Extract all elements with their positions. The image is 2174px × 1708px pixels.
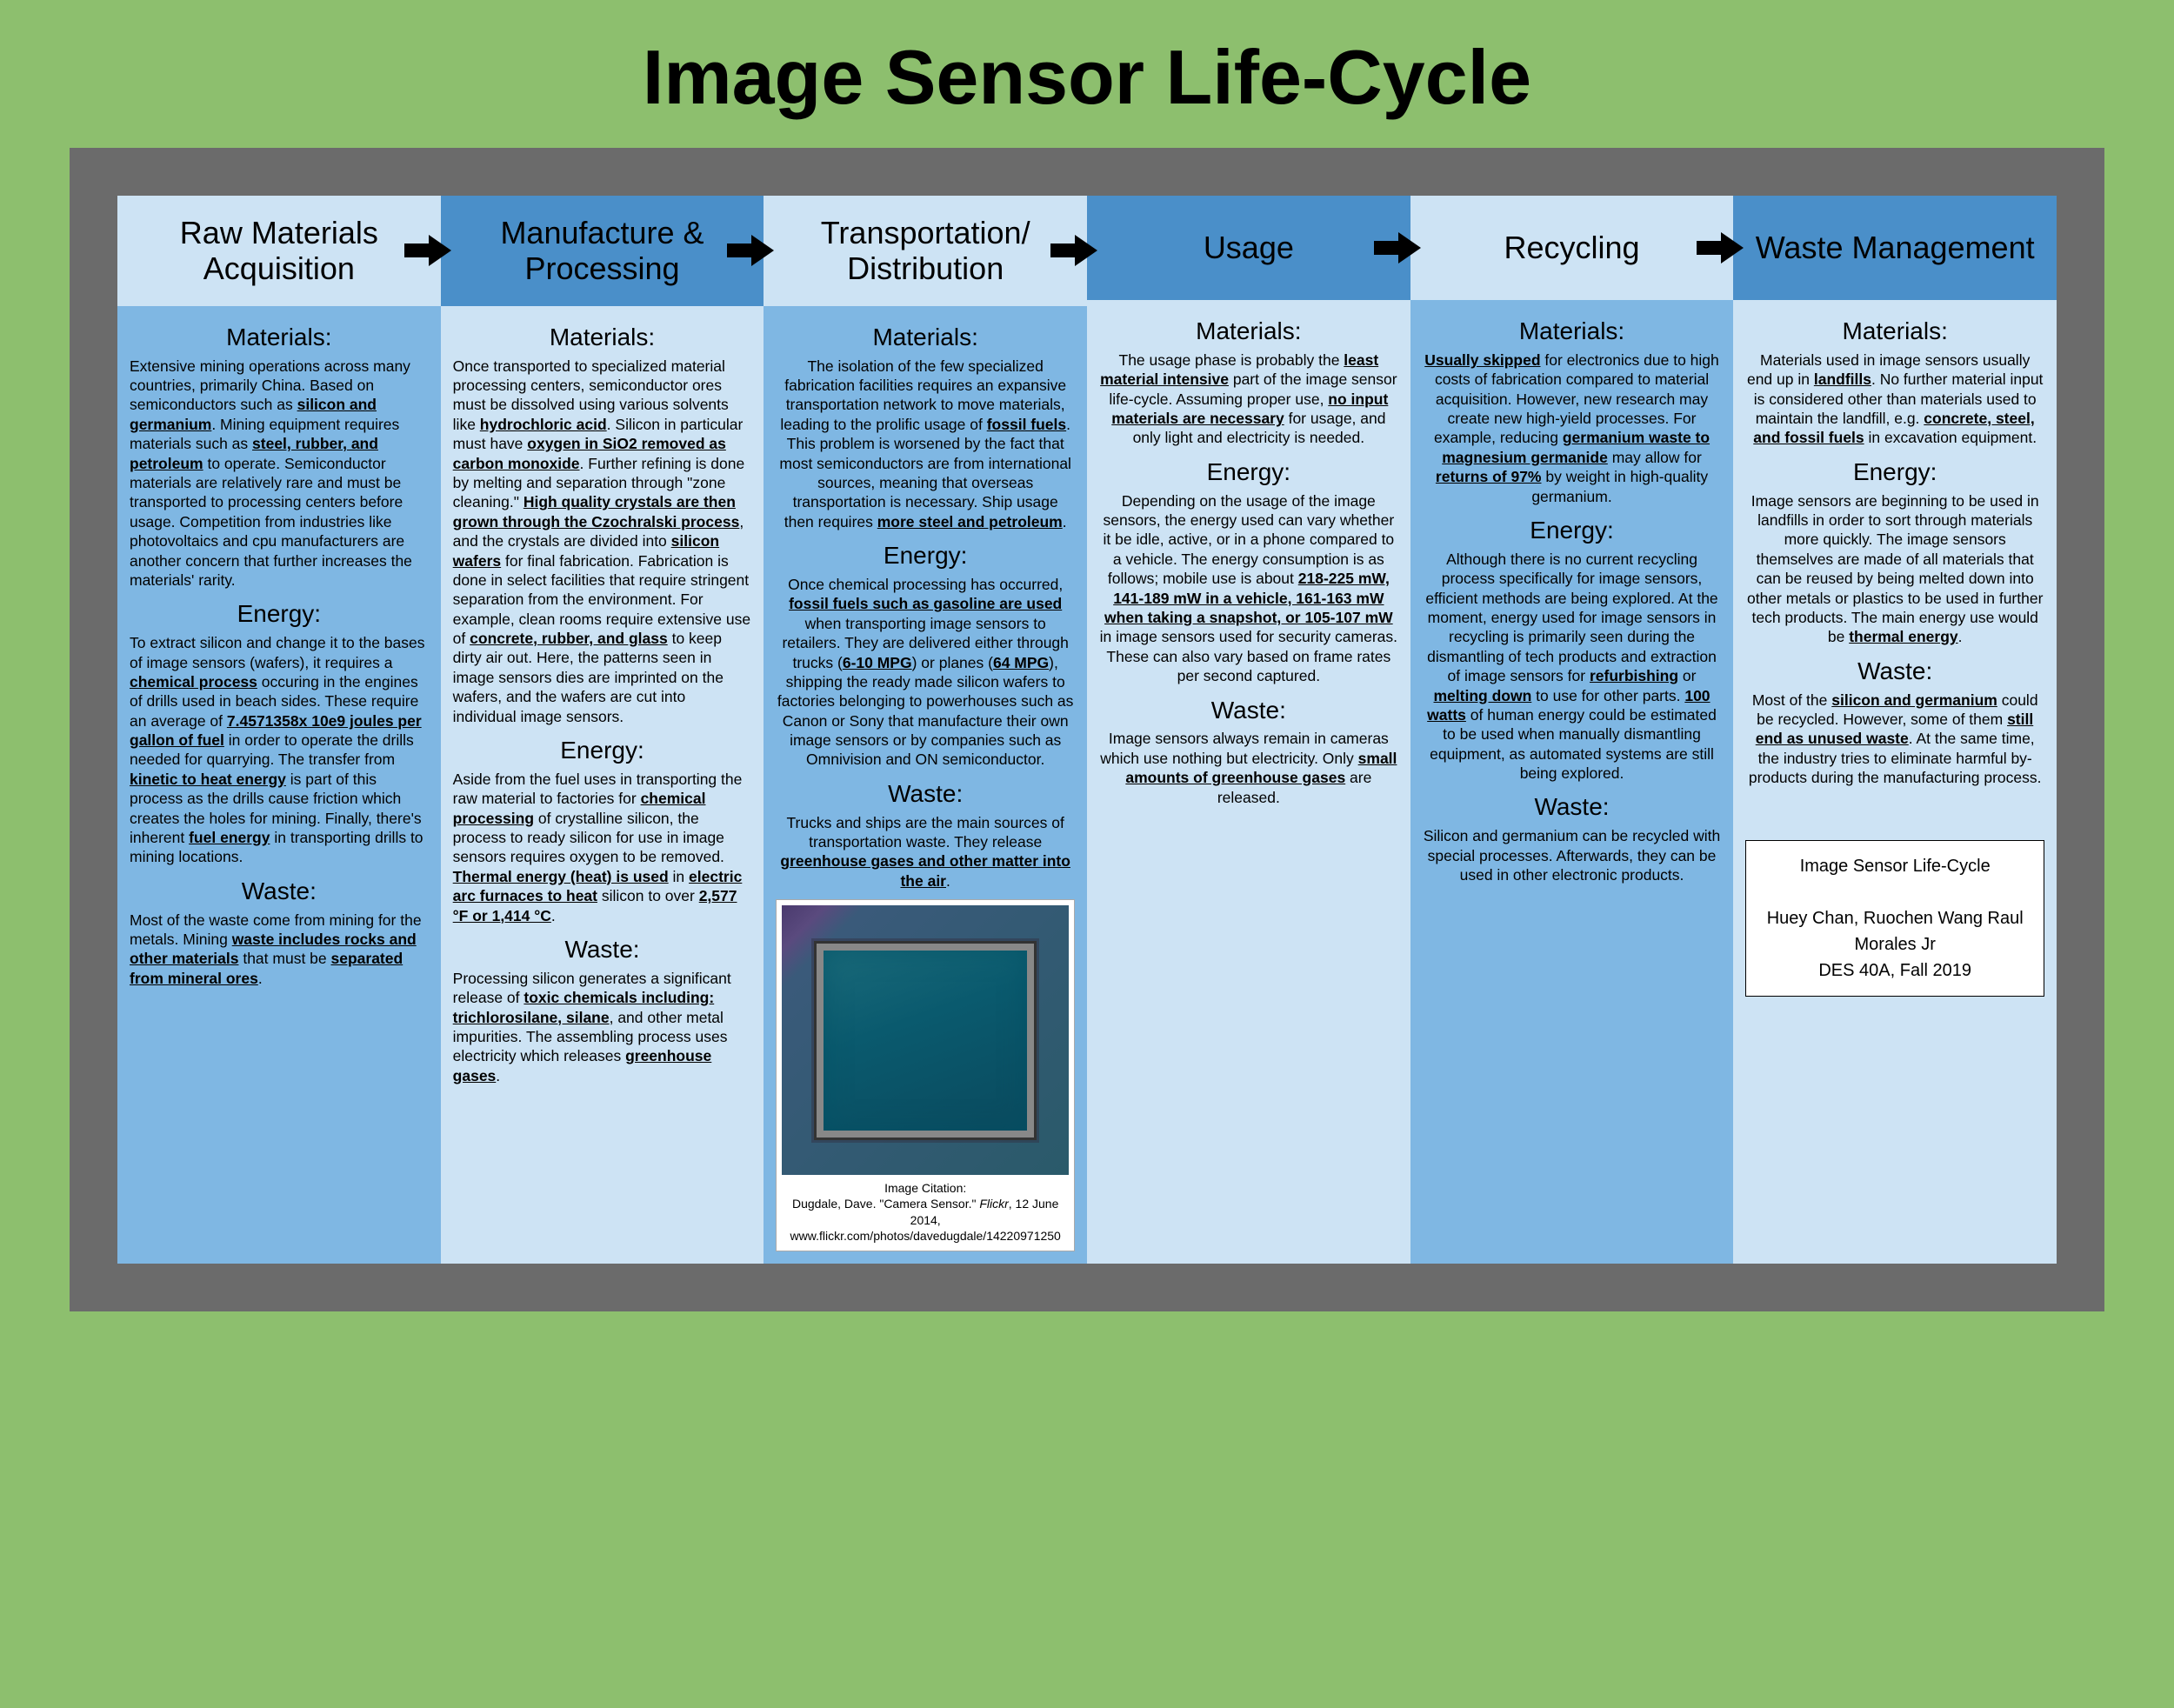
section-text: Processing silicon generates a significa… (453, 969, 752, 1085)
column-header: Recycling (1410, 196, 1734, 300)
section-text: Image sensors are beginning to be used i… (1745, 491, 2044, 647)
arrow-icon (1374, 230, 1421, 265)
sensor-die (817, 944, 1035, 1138)
section-subhead: Materials: (453, 322, 752, 353)
arrow-icon (404, 233, 451, 268)
lifecycle-column-3: UsageMaterials:The usage phase is probab… (1087, 196, 1410, 1264)
arrow-icon (727, 233, 774, 268)
credits-title: Image Sensor Life-Cycle (1760, 853, 2030, 879)
section-subhead: Energy: (1099, 457, 1398, 488)
arrow-icon (1050, 233, 1097, 268)
section-subhead: Materials: (1745, 316, 2044, 347)
section-subhead: Energy: (1423, 515, 1722, 546)
lifecycle-columns: Raw Materials Acquisition Materials: Exten… (117, 196, 2057, 1264)
column-body: Materials:Materials used in image sensor… (1733, 300, 2057, 1264)
section-subhead: Waste: (453, 934, 752, 965)
section-text: Once transported to specialized material… (453, 357, 752, 726)
section-subhead: Materials: (1423, 316, 1722, 347)
column-header: Usage (1087, 196, 1410, 300)
section-text: Depending on the usage of the image sens… (1099, 491, 1398, 686)
column-header: Waste Management (1733, 196, 2057, 300)
section-text: Most of the silicon and germanium could … (1745, 691, 2044, 788)
poster-frame: Raw Materials Acquisition Materials: Exten… (70, 148, 2104, 1311)
section-subhead: Energy: (1745, 457, 2044, 488)
column-body: Materials: Once transported to specialize… (441, 306, 764, 1264)
section-text: Aside from the fuel uses in transporting… (453, 770, 752, 925)
section-subhead: Waste: (130, 876, 429, 907)
section-text: Extensive mining operations across many … (130, 357, 429, 590)
section-text: Trucks and ships are the main sources of… (776, 813, 1075, 891)
section-text: Once chemical processing has occurred, f… (776, 575, 1075, 770)
column-body: Materials:Usually skipped for electronic… (1410, 300, 1734, 1264)
lifecycle-column-4: RecyclingMaterials:Usually skipped for e… (1410, 196, 1734, 1264)
section-subhead: Energy: (776, 540, 1075, 571)
credits-authors: Huey Chan, Ruochen Wang Raul Morales Jr (1760, 905, 2030, 957)
section-text: Materials used in image sensors usually … (1745, 350, 2044, 448)
lifecycle-column-5: Waste ManagementMaterials:Materials used… (1733, 196, 2057, 1264)
sensor-image (782, 905, 1069, 1175)
section-subhead: Energy: (130, 598, 429, 630)
section-text: Most of the waste come from mining for t… (130, 911, 429, 989)
section-subhead: Materials: (130, 322, 429, 353)
section-text: The isolation of the few specialized fab… (776, 357, 1075, 532)
section-subhead: Materials: (776, 322, 1075, 353)
section-text: Although there is no current recycling p… (1423, 550, 1722, 784)
page-title: Image Sensor Life-Cycle (0, 0, 2174, 148)
lifecycle-column-0: Raw Materials Acquisition Materials: Exten… (117, 196, 441, 1264)
section-subhead: Energy: (453, 735, 752, 766)
section-text: Usually skipped for electronics due to h… (1423, 350, 1722, 506)
column-body: Materials: Extensive mining operations ac… (117, 306, 441, 1264)
credits-box: Image Sensor Life-Cycle Huey Chan, Ruoche… (1745, 840, 2044, 997)
sensor-image-box: Image Citation:Dugdale, Dave. "Camera Se… (776, 899, 1075, 1251)
column-header: Manufacture & Processing (441, 196, 764, 306)
lifecycle-column-2: Transportation/ Distribution Materials: Th… (764, 196, 1087, 1264)
lifecycle-column-1: Manufacture & Processing Materials: Once t… (441, 196, 764, 1264)
section-text: Image sensors always remain in cameras w… (1099, 729, 1398, 807)
section-subhead: Waste: (1423, 791, 1722, 823)
column-header: Raw Materials Acquisition (117, 196, 441, 306)
column-body: Materials:The usage phase is probably th… (1087, 300, 1410, 1264)
credits-course: DES 40A, Fall 2019 (1760, 957, 2030, 984)
section-subhead: Materials: (1099, 316, 1398, 347)
section-subhead: Waste: (1099, 695, 1398, 726)
arrow-icon (1697, 230, 1744, 265)
section-subhead: Waste: (1745, 656, 2044, 687)
column-body: Materials: The isolation of the few speci… (764, 306, 1087, 1264)
section-text: The usage phase is probably the least ma… (1099, 350, 1398, 448)
section-text: Silicon and germanium can be recycled wi… (1423, 826, 1722, 884)
section-subhead: Waste: (776, 778, 1075, 810)
column-header: Transportation/ Distribution (764, 196, 1087, 306)
image-citation: Image Citation:Dugdale, Dave. "Camera Se… (782, 1175, 1069, 1245)
section-text: To extract silicon and change it to the … (130, 633, 429, 867)
